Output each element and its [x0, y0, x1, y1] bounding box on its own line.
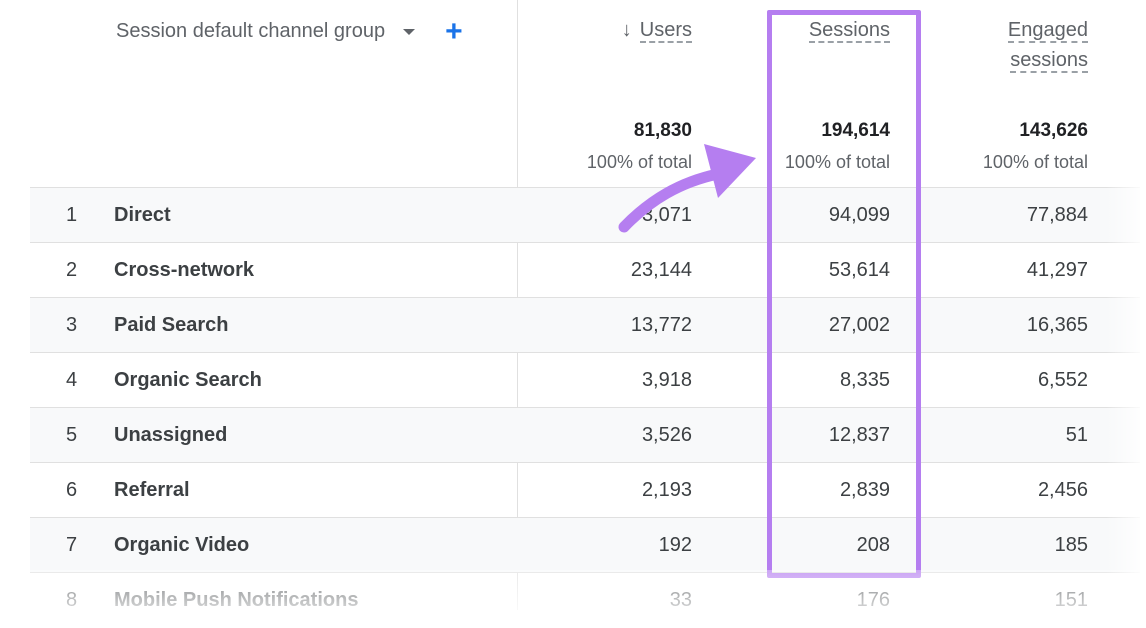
channel-name[interactable]: Paid Search: [114, 314, 229, 336]
column-header-users[interactable]: ↓ Users: [560, 15, 692, 45]
sessions-value: 53,614: [828, 259, 890, 281]
column-header-sessions[interactable]: Sessions: [760, 15, 890, 45]
row-number: 8: [66, 589, 78, 611]
users-value: 13,772: [630, 314, 692, 336]
table-row[interactable]: 6 Referral 2,193 2,839 2,456: [30, 462, 1140, 518]
channel-name[interactable]: Organic Search: [114, 369, 262, 391]
engaged-value: 16,365: [1026, 314, 1088, 336]
sessions-value: 8,335: [839, 369, 890, 391]
row-number: 5: [66, 424, 78, 446]
row-number: 7: [66, 534, 78, 556]
users-value: 3,526: [641, 424, 692, 446]
channel-name[interactable]: Organic Video: [114, 534, 250, 556]
table-row[interactable]: 2 Cross-network 23,144 53,614 41,297: [30, 242, 1140, 298]
pct-sessions: 100% of total: [784, 152, 890, 172]
users-value: 33: [669, 589, 692, 611]
users-value: 2,193: [641, 479, 692, 501]
users-value: 192: [658, 534, 692, 556]
sessions-value: 94,099: [828, 204, 890, 226]
sessions-value: 27,002: [828, 314, 890, 336]
sessions-value: 208: [856, 534, 890, 556]
channel-name[interactable]: Mobile Push Notifications: [114, 589, 359, 611]
table-row[interactable]: 1 Direct 3,071 94,099 77,884: [30, 187, 1140, 243]
users-value: 3,918: [641, 369, 692, 391]
table-row[interactable]: 5 Unassigned 3,526 12,837 51: [30, 407, 1140, 463]
chevron-down-icon[interactable]: [403, 28, 416, 35]
pct-engaged: 100% of total: [982, 152, 1088, 172]
add-dimension-icon[interactable]: +: [445, 14, 463, 48]
row-number: 4: [66, 369, 78, 391]
users-value: 23,144: [630, 259, 692, 281]
table-row[interactable]: 3 Paid Search 13,772 27,002 16,365: [30, 297, 1140, 353]
sessions-value: 2,839: [839, 479, 890, 501]
engaged-value: 2,456: [1037, 479, 1088, 501]
dimension-selector[interactable]: Session default channel group +: [116, 14, 463, 48]
engaged-label: Engaged sessions: [1007, 19, 1088, 73]
sessions-label: Sessions: [808, 19, 890, 43]
total-users: 81,830: [633, 120, 692, 141]
engaged-value: 185: [1054, 534, 1088, 556]
sessions-highlight-box: [767, 10, 921, 578]
sessions-value: 176: [856, 589, 890, 611]
engaged-value: 41,297: [1026, 259, 1088, 281]
dimension-label: Session default channel group: [116, 20, 386, 42]
column-header-engaged-sessions[interactable]: Engaged sessions: [990, 15, 1088, 75]
table-row[interactable]: 8 Mobile Push Notifications 33 176 151: [30, 572, 1140, 628]
row-number: 3: [66, 314, 78, 336]
arrow-annotation-icon: [618, 144, 756, 233]
users-value: 3,071: [641, 204, 692, 226]
pct-users: 100% of total: [586, 152, 692, 172]
engaged-value: 77,884: [1026, 204, 1088, 226]
channel-name[interactable]: Unassigned: [114, 424, 228, 446]
table-row[interactable]: 4 Organic Search 3,918 8,335 6,552: [30, 352, 1140, 408]
channel-name[interactable]: Referral: [114, 479, 190, 501]
row-number: 6: [66, 479, 78, 501]
total-engaged: 143,626: [1019, 120, 1088, 141]
row-number: 1: [66, 204, 78, 226]
engaged-value: 151: [1054, 589, 1088, 611]
engaged-value: 6,552: [1037, 369, 1088, 391]
row-number: 2: [66, 259, 78, 281]
sort-arrow-down-icon: ↓: [621, 19, 632, 41]
channel-name[interactable]: Cross-network: [114, 259, 255, 281]
total-sessions: 194,614: [821, 120, 890, 141]
channel-name[interactable]: Direct: [114, 204, 171, 226]
users-label: Users: [639, 19, 692, 43]
sessions-value: 12,837: [828, 424, 890, 446]
table-row[interactable]: 7 Organic Video 192 208 185: [30, 517, 1140, 573]
engaged-value: 51: [1065, 424, 1088, 446]
